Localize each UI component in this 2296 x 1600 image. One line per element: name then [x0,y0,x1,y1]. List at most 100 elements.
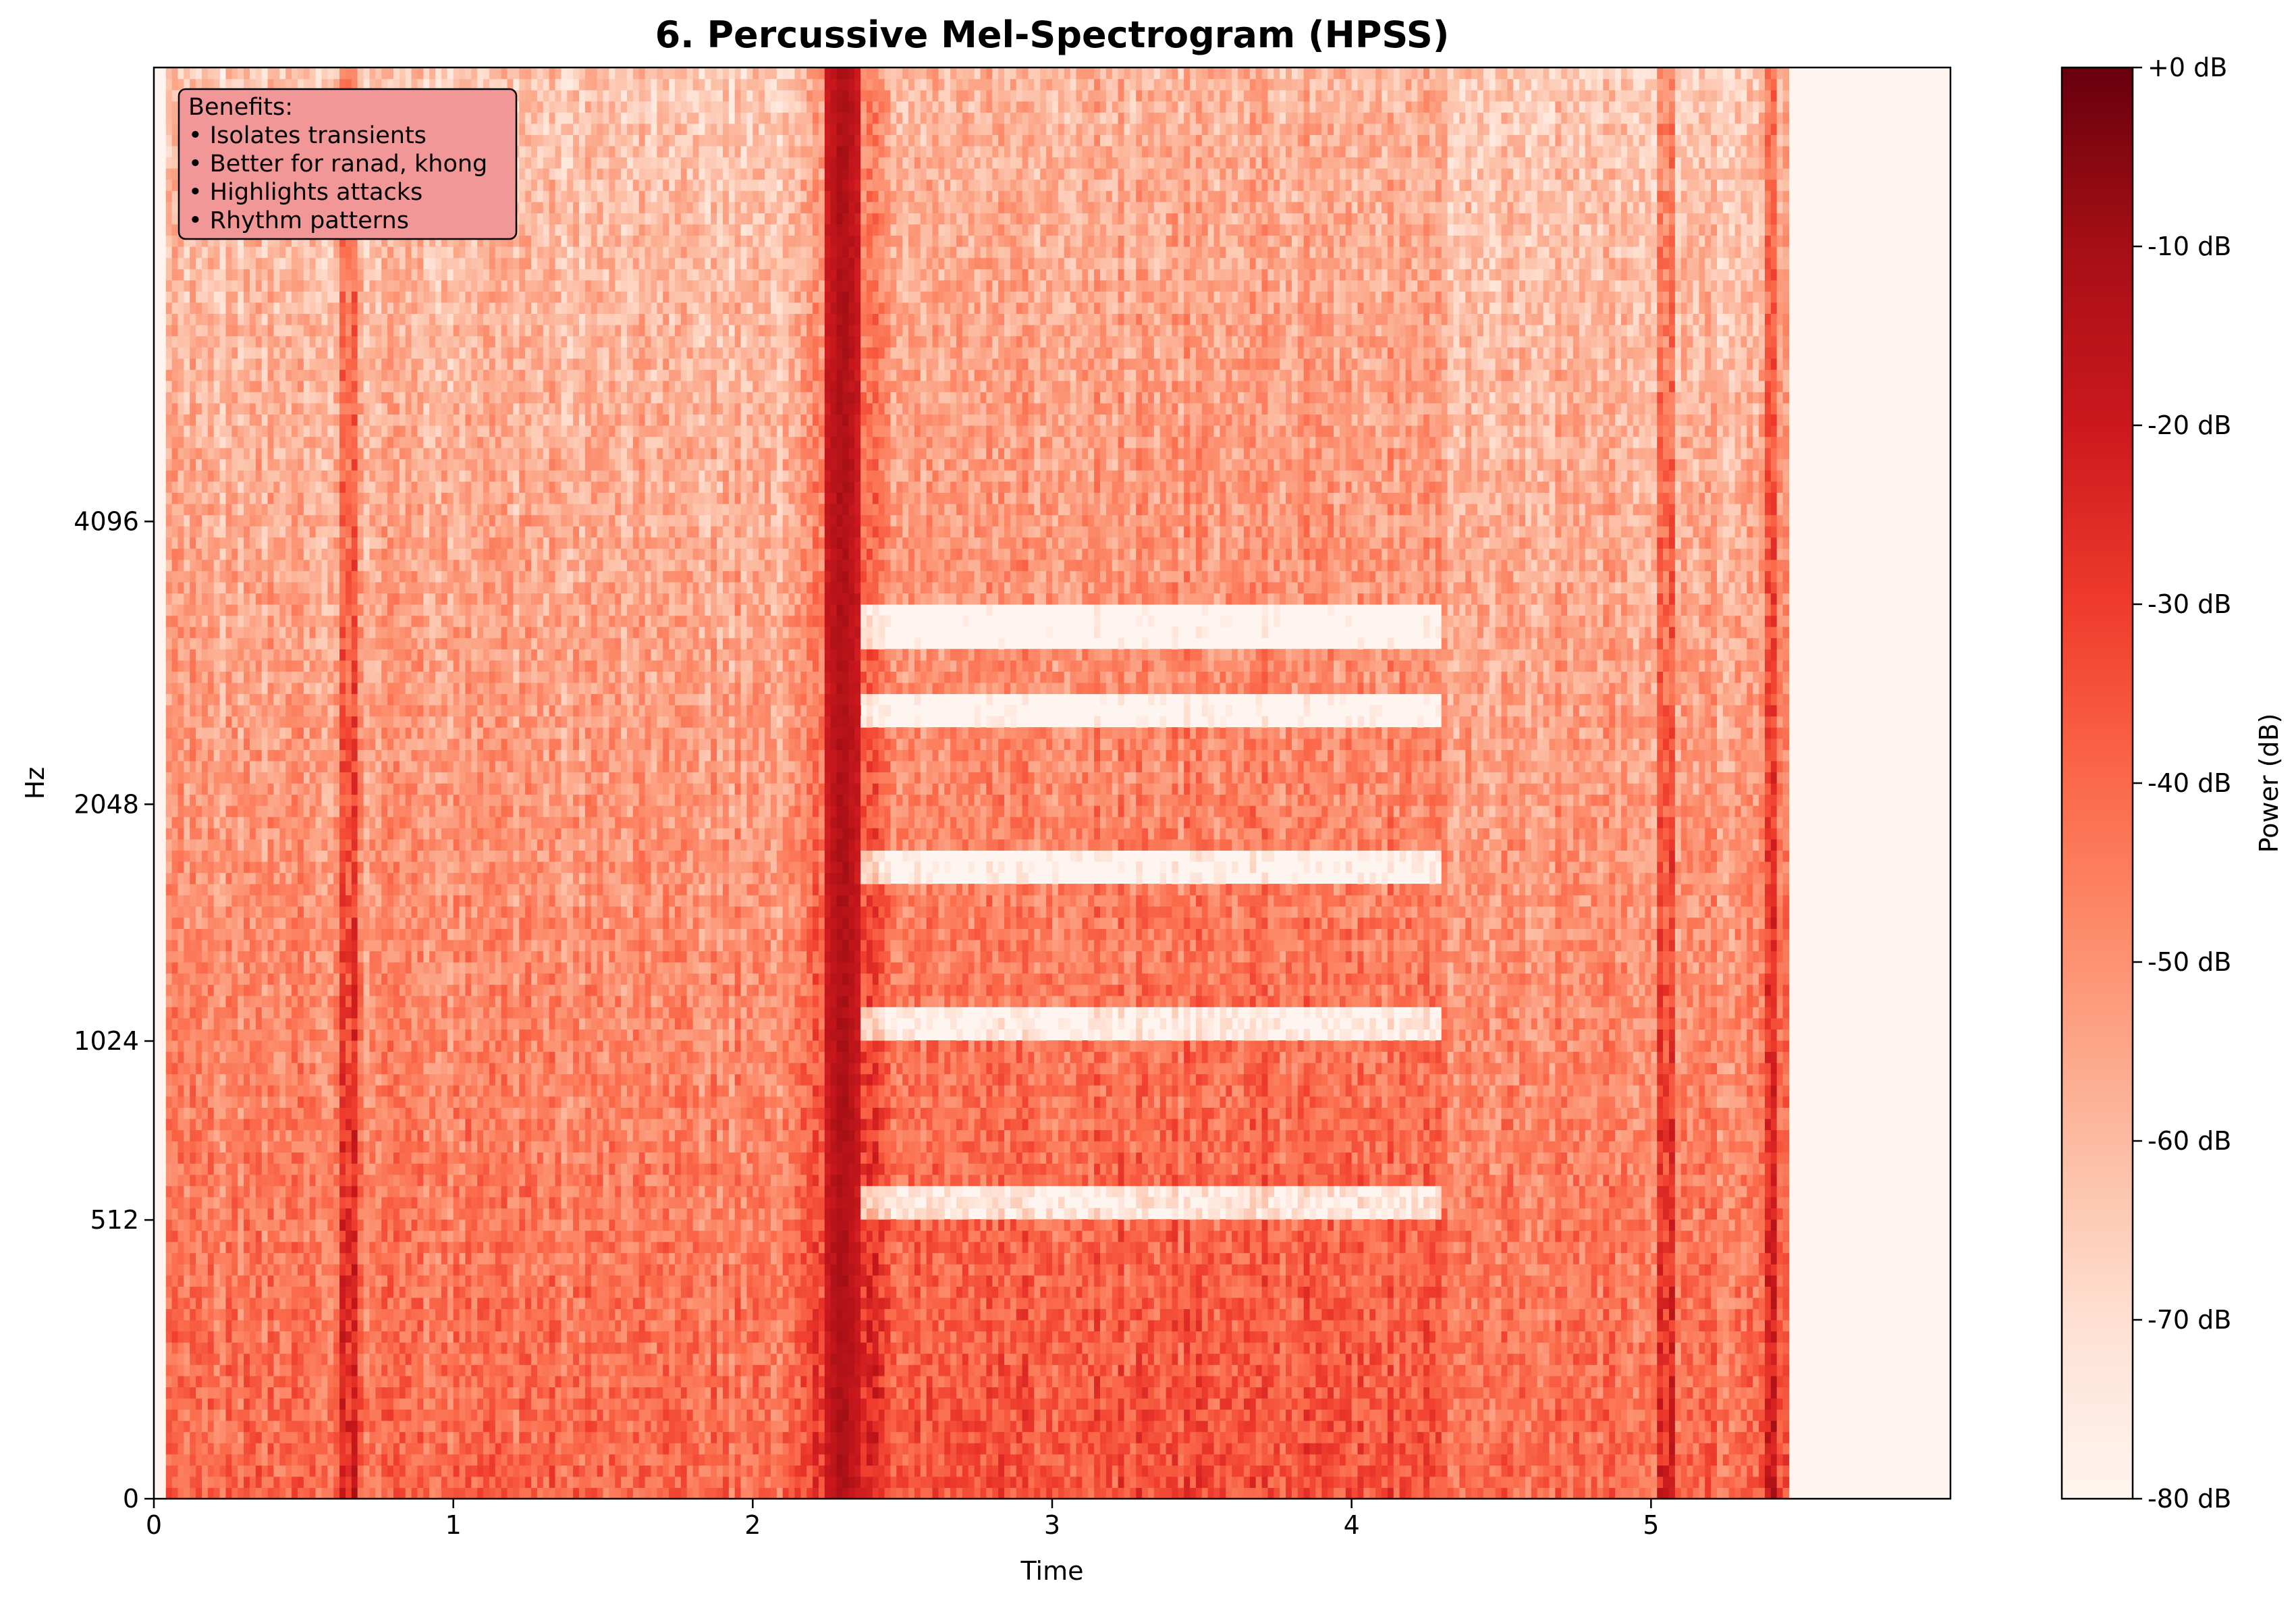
heatmap-cell [220,996,226,1007]
heatmap-cell [279,850,285,861]
heatmap-cell [279,649,285,660]
heatmap-cell [238,1085,244,1096]
heatmap-cell [369,1219,375,1231]
heatmap-cell [279,1354,285,1365]
heatmap-cell [166,761,172,772]
heatmap-cell [244,425,250,437]
heatmap-cell [273,437,279,448]
heatmap-cell [279,984,285,996]
heatmap-cell [292,1219,298,1231]
heatmap-cell [177,258,184,269]
heatmap-cell [333,906,339,917]
heatmap-cell [196,593,202,604]
heatmap-cell [369,873,375,884]
heatmap-cell [327,962,333,974]
heatmap-cell [250,839,256,851]
heatmap-cell [387,805,393,817]
heatmap-cell [310,906,316,917]
heatmap-cell [231,68,238,79]
heatmap-cell [166,213,172,224]
heatmap-cell [298,683,304,694]
heatmap-cell [352,749,358,761]
heatmap-cell [292,1387,298,1398]
heatmap-cell [262,302,268,314]
heatmap-cell [172,437,178,448]
heatmap-cell [279,1163,285,1175]
heatmap-cell [256,727,262,739]
heatmap-cell [375,392,381,403]
heatmap-cell [250,1107,256,1119]
heatmap-cell [304,817,310,828]
heatmap-cell [202,1129,208,1141]
heatmap-cell [279,1364,285,1376]
heatmap-cell [327,906,333,917]
heatmap-cell [339,850,346,861]
heatmap-cell [298,817,304,828]
heatmap-cell [262,1432,268,1443]
heatmap-cell [387,570,393,582]
heatmap-cell [298,716,304,728]
heatmap-cell [333,861,339,873]
heatmap-cell [202,1387,208,1398]
heatmap-cell [214,1163,220,1175]
heatmap-cell [268,1364,274,1376]
heatmap-cell [279,548,285,560]
heatmap-cell [352,437,358,448]
heatmap-cell [375,1320,381,1331]
heatmap-cell [238,515,244,527]
heatmap-cell [333,1141,339,1152]
heatmap-cell [250,996,256,1007]
heatmap-cell [208,1175,214,1186]
heatmap-cell [238,928,244,940]
heatmap-cell [238,1275,244,1287]
heatmap-cell [321,1052,327,1063]
heatmap-cell [172,1219,178,1231]
heatmap-cell [279,425,285,437]
heatmap-cell [285,917,292,929]
heatmap-cell [292,1454,298,1466]
heatmap-cell [231,448,238,459]
heatmap-cell [190,470,196,481]
heatmap-cell [358,1085,364,1096]
heatmap-cell [352,716,358,728]
heatmap-cell [346,828,352,839]
heatmap-cell [387,727,393,739]
heatmap-cell [231,683,238,694]
heatmap-cell [387,1320,393,1331]
heatmap-cell [375,1163,381,1175]
heatmap-cell [196,1308,202,1320]
heatmap-cell [304,1208,310,1219]
heatmap-cell [387,1085,393,1096]
heatmap-cell [310,1253,316,1264]
heatmap-cell [369,906,375,917]
heatmap-cell [231,705,238,716]
heatmap-cell [346,269,352,280]
heatmap-cell [327,1242,333,1253]
heatmap-cell [346,1298,352,1309]
heatmap-cell [346,68,352,79]
heatmap-cell [304,1476,310,1488]
heatmap-cell [333,683,339,694]
heatmap-cell [196,1208,202,1219]
heatmap-cell [166,1107,172,1119]
heatmap-cell [285,984,292,996]
heatmap-cell [285,1432,292,1443]
heatmap-cell [220,951,226,962]
heatmap-cell [238,1096,244,1108]
heatmap-cell [208,280,214,292]
heatmap-cell [244,716,250,728]
heatmap-cell [369,1454,375,1466]
heatmap-cell [196,280,202,292]
heatmap-cell [225,761,231,772]
heatmap-cell [279,1096,285,1108]
heatmap-cell [190,358,196,370]
heatmap-cell [190,940,196,951]
heatmap-cell [250,649,256,660]
heatmap-cell [238,805,244,817]
heatmap-cell [256,749,262,761]
heatmap-cell [208,694,214,705]
heatmap-cell [346,895,352,907]
heatmap-cell [196,1264,202,1275]
heatmap-cell [369,694,375,705]
heatmap-cell [250,1242,256,1253]
